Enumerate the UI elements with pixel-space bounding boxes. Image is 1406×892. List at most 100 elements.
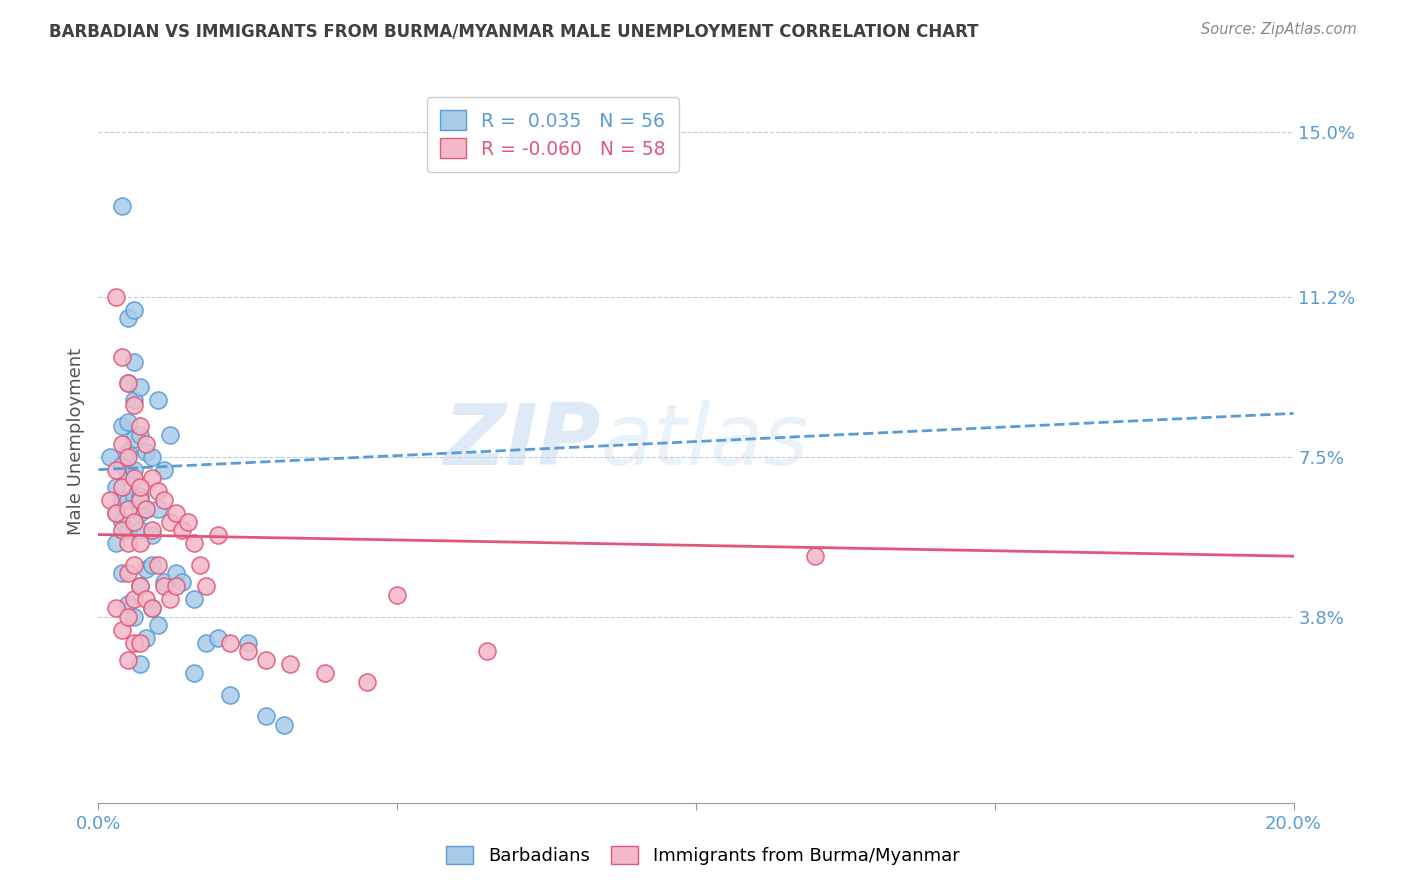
Legend: R =  0.035   N = 56, R = -0.060   N = 58: R = 0.035 N = 56, R = -0.060 N = 58	[426, 97, 679, 171]
Point	[141, 601, 163, 615]
Point	[195, 579, 218, 593]
Point	[385, 588, 409, 602]
Point	[172, 523, 194, 537]
Point	[356, 674, 378, 689]
Point	[111, 350, 134, 364]
Point	[148, 618, 170, 632]
Point	[254, 709, 277, 723]
Point	[153, 492, 176, 507]
Point	[117, 536, 139, 550]
Point	[153, 575, 176, 590]
Point	[195, 636, 218, 650]
Point	[129, 536, 152, 550]
Point	[117, 415, 139, 429]
Point	[117, 523, 139, 537]
Point	[105, 290, 128, 304]
Point	[236, 644, 259, 658]
Point	[117, 376, 139, 391]
Point	[105, 601, 128, 615]
Point	[165, 566, 187, 581]
Point	[105, 536, 128, 550]
Text: BARBADIAN VS IMMIGRANTS FROM BURMA/MYANMAR MALE UNEMPLOYMENT CORRELATION CHART: BARBADIAN VS IMMIGRANTS FROM BURMA/MYANM…	[49, 22, 979, 40]
Point	[124, 302, 146, 317]
Point	[148, 484, 170, 499]
Point	[172, 575, 194, 590]
Point	[165, 579, 187, 593]
Point	[117, 566, 139, 581]
Point	[117, 597, 139, 611]
Point	[129, 579, 152, 593]
Point	[117, 492, 139, 507]
Point	[105, 506, 128, 520]
Point	[129, 657, 152, 672]
Point	[135, 501, 157, 516]
Point	[111, 623, 134, 637]
Point	[111, 492, 134, 507]
Point	[105, 463, 128, 477]
Point	[111, 436, 134, 450]
Point	[315, 665, 337, 680]
Point	[129, 506, 152, 520]
Point	[105, 480, 128, 494]
Point	[141, 527, 163, 541]
Point	[124, 393, 146, 408]
Point	[124, 433, 146, 447]
Point	[135, 436, 157, 450]
Point	[141, 523, 163, 537]
Point	[98, 492, 122, 507]
Point	[124, 636, 146, 650]
Point	[129, 380, 152, 394]
Legend: Barbadians, Immigrants from Burma/Myanmar: Barbadians, Immigrants from Burma/Myanma…	[439, 838, 967, 872]
Text: Source: ZipAtlas.com: Source: ZipAtlas.com	[1201, 22, 1357, 37]
Point	[117, 376, 139, 391]
Point	[129, 636, 152, 650]
Point	[177, 515, 200, 529]
Point	[135, 632, 157, 646]
Point	[188, 558, 211, 572]
Point	[124, 592, 146, 607]
Point	[111, 458, 134, 473]
Point	[117, 450, 139, 464]
Point	[129, 428, 152, 442]
Point	[159, 592, 181, 607]
Point	[129, 579, 152, 593]
Point	[117, 467, 139, 481]
Point	[207, 527, 229, 541]
Point	[124, 463, 146, 477]
Point	[129, 480, 152, 494]
Point	[124, 515, 146, 529]
Point	[207, 632, 229, 646]
Point	[159, 515, 181, 529]
Point	[111, 419, 134, 434]
Point	[141, 601, 163, 615]
Text: atlas: atlas	[600, 400, 808, 483]
Point	[135, 592, 157, 607]
Point	[111, 515, 134, 529]
Point	[129, 419, 152, 434]
Point	[153, 579, 176, 593]
Point	[183, 592, 205, 607]
Point	[111, 199, 134, 213]
Point	[124, 558, 146, 572]
Point	[105, 506, 128, 520]
Point	[278, 657, 301, 672]
Point	[141, 450, 163, 464]
Point	[148, 501, 170, 516]
Point	[153, 463, 176, 477]
Point	[135, 562, 157, 576]
Point	[236, 636, 259, 650]
Point	[129, 492, 152, 507]
Point	[159, 428, 181, 442]
Point	[124, 471, 146, 485]
Point	[273, 718, 295, 732]
Point	[219, 688, 242, 702]
Point	[111, 480, 134, 494]
Point	[254, 653, 277, 667]
Point	[98, 450, 122, 464]
Y-axis label: Male Unemployment: Male Unemployment	[66, 348, 84, 535]
Point	[117, 445, 139, 459]
Point	[219, 636, 242, 650]
Point	[135, 445, 157, 459]
Point	[475, 644, 498, 658]
Point	[141, 558, 163, 572]
